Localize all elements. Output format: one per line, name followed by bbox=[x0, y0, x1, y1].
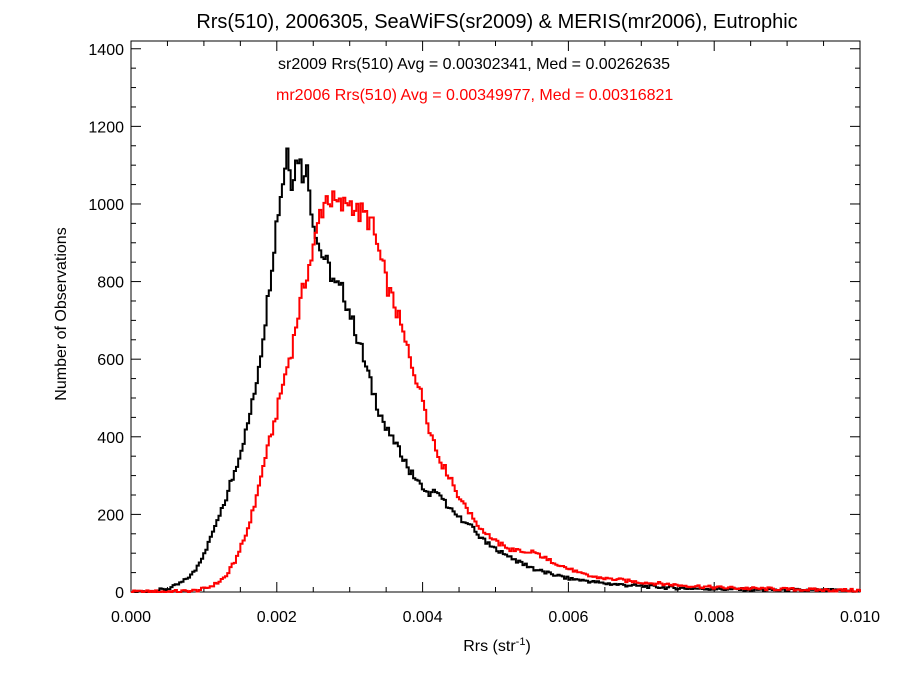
x-axis-label: Rrs (str-1) bbox=[463, 636, 531, 655]
y-tick-label: 1000 bbox=[88, 197, 124, 214]
y-tick-label: 1400 bbox=[88, 42, 124, 59]
annotation-series-1: sr2009 Rrs(510) Avg = 0.00302341, Med = … bbox=[278, 56, 670, 73]
x-tick-label: 0.000 bbox=[111, 609, 151, 626]
x-tick-label: 0.008 bbox=[694, 609, 734, 626]
x-axis-label-close: ) bbox=[525, 638, 530, 655]
x-tick-label: 0.010 bbox=[840, 609, 880, 626]
y-tick-label: 0 bbox=[115, 585, 124, 602]
x-axis-label-superscript: -1 bbox=[516, 636, 526, 648]
y-tick-label: 600 bbox=[97, 352, 124, 369]
series-1-line bbox=[131, 147, 861, 593]
y-axis-label: Number of Observations bbox=[53, 227, 70, 400]
annotation-series-2: mr2006 Rrs(510) Avg = 0.00349977, Med = … bbox=[276, 87, 673, 104]
x-tick-label: 0.006 bbox=[548, 609, 588, 626]
y-tick-label: 1200 bbox=[88, 119, 124, 136]
chart-title: Rrs(510), 2006305, SeaWiFS(sr2009) & MER… bbox=[196, 11, 797, 33]
y-tick-label: 400 bbox=[97, 430, 124, 447]
x-axis-label-text: Rrs (str bbox=[463, 638, 516, 655]
plot-frame bbox=[130, 40, 861, 593]
plot-area: 0.000 0.002 0.004 0.006 0.008 0.010 0 200 400 600… bbox=[88, 40, 880, 626]
x-tick-label: 0.002 bbox=[257, 609, 297, 626]
axis-ticks: 0.000 0.002 0.004 0.006 0.008 0.010 0 200 400 600… bbox=[88, 41, 880, 626]
x-tick-label: 0.004 bbox=[403, 609, 443, 626]
series-2-line bbox=[131, 190, 861, 593]
y-tick-label: 200 bbox=[97, 507, 124, 524]
y-tick-label: 800 bbox=[97, 275, 124, 292]
series-group bbox=[131, 147, 861, 593]
